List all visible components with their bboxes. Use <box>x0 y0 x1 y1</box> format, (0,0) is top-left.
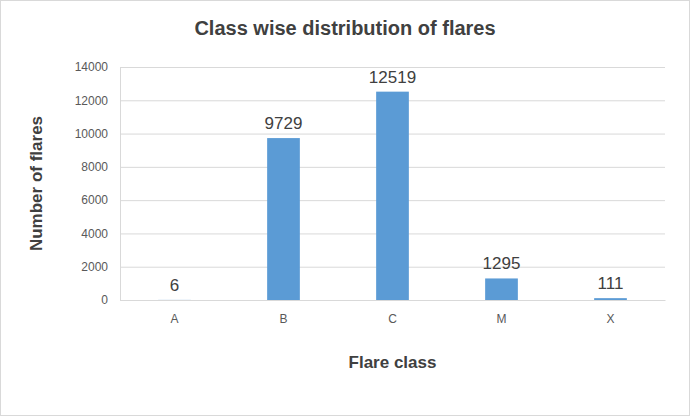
y-tick-label: 2000 <box>81 260 108 274</box>
x-tick: B <box>279 300 287 326</box>
data-label: 6 <box>170 276 179 295</box>
y-tick: 10000 <box>75 127 665 141</box>
x-tick-label: B <box>279 312 287 326</box>
y-tick: 8000 <box>81 160 665 174</box>
bar <box>158 299 191 300</box>
x-axis-line <box>121 300 666 301</box>
y-tick-label: 8000 <box>81 160 108 174</box>
plot-area: 0 2000 4000 6000 8000 10000 12000 14000 A B C M X 6 97… <box>75 60 666 325</box>
grid-line <box>120 300 665 301</box>
x-tick: X <box>606 300 614 326</box>
y-axis-line <box>121 68 666 301</box>
y-tick: 4000 <box>81 227 665 241</box>
x-tick: M <box>497 300 507 326</box>
x-tick-label: A <box>170 312 178 326</box>
bar <box>485 278 518 300</box>
y-axis: 0 2000 4000 6000 8000 10000 12000 14000 <box>75 60 665 307</box>
x-tick: C <box>388 300 397 326</box>
data-label: 1295 <box>483 254 521 273</box>
y-tick: 6000 <box>81 193 665 207</box>
y-tick-label: 6000 <box>81 193 108 207</box>
chart: 0 2000 4000 6000 8000 10000 12000 14000 A B C M X 6 97… <box>0 0 690 416</box>
data-label: 111 <box>598 274 624 293</box>
bar <box>267 138 300 300</box>
data-label: 12519 <box>369 68 416 87</box>
y-tick-label: 4000 <box>81 227 108 241</box>
x-axis-title: Flare class <box>349 353 437 372</box>
y-tick-label: 0 <box>101 293 108 307</box>
chart-frame <box>1 1 690 416</box>
chart-title: Class wise distribution of flares <box>194 17 495 39</box>
y-tick: 12000 <box>75 94 665 108</box>
x-tick: A <box>170 300 178 326</box>
y-tick-label: 10000 <box>75 127 109 141</box>
bar <box>594 298 627 300</box>
bar <box>376 92 409 300</box>
data-labels: 6 9729 12519 1295 111 <box>170 68 624 295</box>
y-tick-label: 14000 <box>75 60 109 74</box>
y-tick: 2000 <box>81 260 665 274</box>
x-axis: ABCMX <box>121 300 666 326</box>
y-axis-title: Number of flares <box>27 116 46 251</box>
bars <box>158 92 627 300</box>
x-tick-label: X <box>606 312 614 326</box>
x-tick-label: C <box>388 312 397 326</box>
x-tick-label: M <box>497 312 507 326</box>
y-tick-label: 12000 <box>75 94 109 108</box>
data-label: 9729 <box>265 114 303 133</box>
